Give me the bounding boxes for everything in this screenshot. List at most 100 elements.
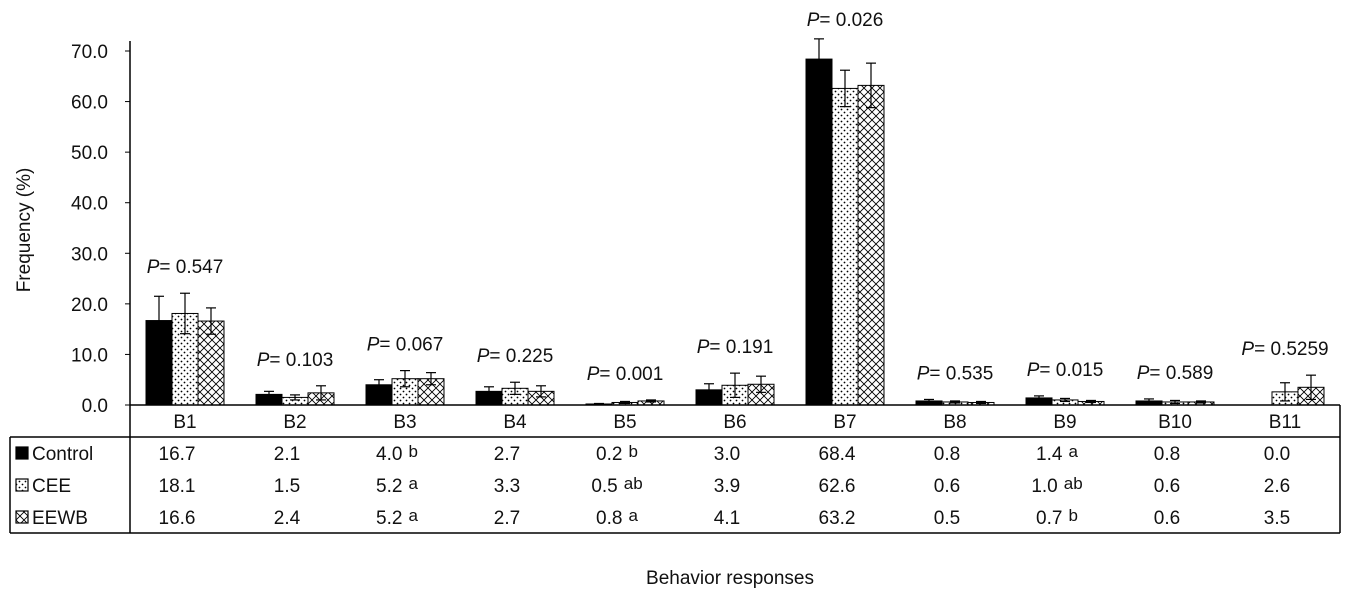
y-tick-label: 40.0 — [71, 194, 108, 215]
y-tick-label: 70.0 — [71, 42, 108, 63]
legend-label-cee: CEE — [32, 476, 71, 497]
table-cell: 0.2 b — [596, 442, 638, 465]
significance-letter: a — [628, 506, 638, 525]
p-value-b7: P= 0.026 — [807, 10, 884, 31]
cell-value: 63.2 — [819, 508, 856, 529]
p-equals: = — [1149, 363, 1165, 384]
cell-value: 0.7 — [1036, 508, 1062, 529]
x-tick-label: B9 — [1053, 412, 1076, 433]
p-symbol: P — [917, 363, 930, 384]
x-tick-label: B1 — [173, 412, 196, 433]
cell-value: 1.4 — [1036, 444, 1063, 465]
x-tick-label: B4 — [503, 412, 527, 433]
legend-swatch-control — [15, 446, 29, 460]
cell-value: 1.5 — [274, 476, 300, 497]
p-value-b9: P= 0.015 — [1027, 360, 1104, 381]
y-tick-label: 10.0 — [71, 345, 108, 366]
cell-value: 0.5 — [591, 476, 617, 497]
p-value-number: 0.191 — [726, 337, 774, 358]
cell-value: 16.7 — [159, 444, 196, 465]
cell-value: 3.3 — [494, 476, 520, 497]
p-equals: = — [929, 363, 945, 384]
cell-value: 5.2 — [376, 508, 402, 529]
p-value-b1: P= 0.547 — [147, 257, 224, 278]
p-equals: = — [159, 257, 175, 278]
x-tick-label: B10 — [1158, 412, 1192, 433]
table-cell: 62.6 — [819, 476, 856, 497]
p-equals: = — [599, 364, 615, 385]
y-axis-title: Frequency (%) — [14, 168, 35, 293]
p-symbol: P — [1137, 363, 1150, 384]
table-cell: 4.1 — [714, 508, 740, 529]
y-tick-label: 30.0 — [71, 244, 108, 265]
table-cell: 1.5 — [274, 476, 300, 497]
cell-value: 0.8 — [1154, 444, 1180, 465]
p-value-b8: P= 0.535 — [917, 363, 994, 384]
bar-cee-b7 — [831, 87, 859, 406]
cell-value: 0.8 — [934, 444, 960, 465]
cell-value: 0.6 — [934, 476, 960, 497]
p-value-number: 0.225 — [506, 346, 554, 367]
y-tick-label: 60.0 — [71, 93, 108, 114]
p-value-number: 0.547 — [176, 257, 224, 278]
p-value-b2: P= 0.103 — [257, 350, 334, 371]
significance-letter: ab — [1064, 474, 1083, 493]
cell-value: 5.2 — [376, 476, 402, 497]
table-cell: 5.2 a — [376, 506, 418, 529]
cell-value: 0.8 — [596, 508, 622, 529]
p-value-b11: P= 0.5259 — [1241, 339, 1328, 360]
table-cell: 3.5 — [1264, 508, 1290, 529]
p-value-b5: P= 0.001 — [587, 364, 664, 385]
cell-value: 16.6 — [159, 508, 196, 529]
p-equals: = — [1254, 339, 1270, 360]
table-cell: 63.2 — [819, 508, 856, 529]
p-symbol: P — [1027, 360, 1040, 381]
table-cell: 0.6 — [934, 476, 960, 497]
cell-value: 2.1 — [274, 444, 300, 465]
p-value-number: 0.015 — [1056, 360, 1104, 381]
p-value-number: 0.535 — [946, 363, 994, 384]
table-cell: 2.6 — [1264, 476, 1290, 497]
y-axis: 0.0 10.0 20.0 30.0 40.0 50.0 60.0 70.0 — [71, 41, 131, 417]
cell-value: 1.0 — [1031, 476, 1057, 497]
p-symbol: P — [807, 10, 820, 31]
table-cell: 0.5 — [934, 508, 960, 529]
cell-value: 4.1 — [714, 508, 740, 529]
cell-value: 2.7 — [494, 508, 520, 529]
p-value-b10: P= 0.589 — [1137, 363, 1214, 384]
legend-swatch-eewb — [15, 510, 29, 524]
table-cell: 0.8 a — [596, 506, 638, 529]
significance-letter: ab — [624, 474, 643, 493]
cell-value: 2.6 — [1264, 476, 1290, 497]
table-cell: 0.6 — [1154, 476, 1180, 497]
p-value-number: 0.067 — [396, 335, 444, 356]
cell-value: 2.7 — [494, 444, 520, 465]
cell-value: 3.9 — [714, 476, 740, 497]
p-value-b6: P= 0.191 — [697, 337, 774, 358]
p-equals: = — [819, 10, 835, 31]
table-cell: 0.5 ab — [591, 474, 642, 497]
significance-letter: a — [1068, 442, 1078, 461]
table-cell: 3.3 — [494, 476, 520, 497]
bar-eewb-b1 — [197, 320, 225, 406]
table-cell: 0.8 — [934, 444, 960, 465]
table-cell: 2.1 — [274, 444, 300, 465]
x-tick-label: B5 — [613, 412, 636, 433]
x-tick-label: B7 — [833, 412, 856, 433]
p-value-number: 0.001 — [616, 364, 664, 385]
p-value-b4: P= 0.225 — [477, 346, 554, 367]
table-cell: 1.0 ab — [1031, 474, 1082, 497]
p-symbol: P — [257, 350, 270, 371]
cell-value: 0.0 — [1264, 444, 1290, 465]
table-cell: 5.2 a — [376, 474, 418, 497]
table-cell: 0.8 — [1154, 444, 1180, 465]
p-value-number: 0.103 — [286, 350, 334, 371]
bar-control-b7 — [805, 58, 833, 406]
legend-label-eewb: EEWB — [32, 508, 88, 529]
x-tick-label: B8 — [943, 412, 966, 433]
cell-value: 2.4 — [274, 508, 301, 529]
p-value-number: 0.5259 — [1270, 339, 1328, 360]
table-cell: 2.4 — [274, 508, 301, 529]
bar-eewb-b7 — [857, 84, 885, 406]
